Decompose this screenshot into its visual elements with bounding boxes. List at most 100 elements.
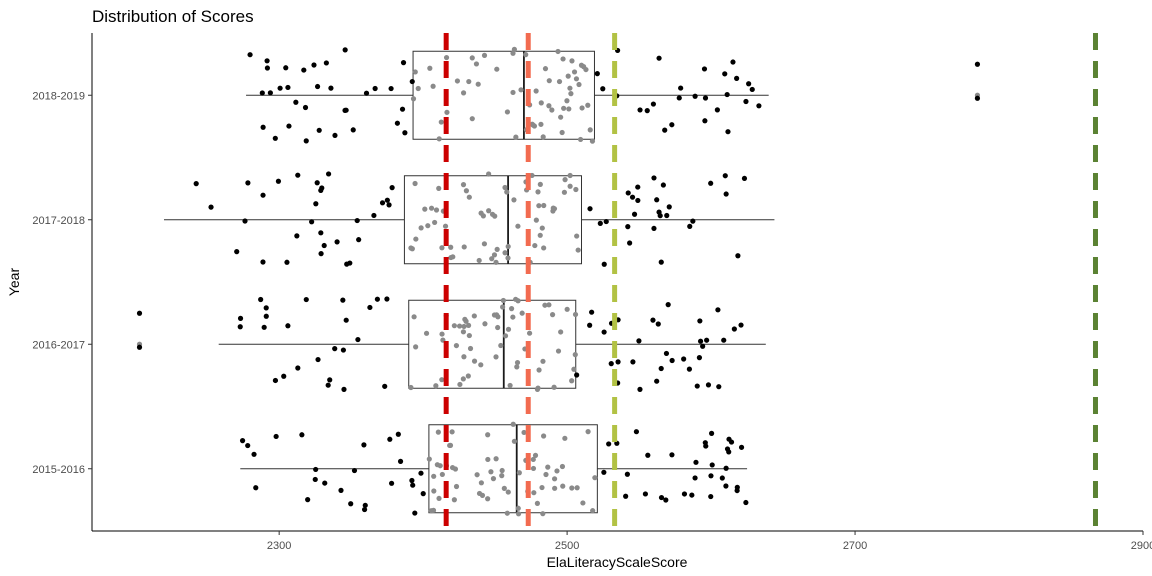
jitter-point-2016-2017-102 bbox=[439, 331, 445, 337]
jitter-point-2016-2017-62 bbox=[500, 304, 506, 310]
jitter-point-2016-2017-12 bbox=[715, 307, 721, 313]
plot-area bbox=[136, 33, 1098, 531]
jitter-point-2015-2016-9 bbox=[708, 493, 714, 500]
jitter-point-2018-2019-23 bbox=[342, 107, 348, 114]
jitter-point-2015-2016-3 bbox=[559, 463, 566, 470]
jitter-point-2016-2017-71 bbox=[495, 314, 501, 320]
jitter-point-2018-2019-44 bbox=[427, 65, 433, 71]
jitter-point-2017-2018-106 bbox=[439, 245, 445, 251]
jitter-point-2017-2018-29 bbox=[535, 189, 541, 195]
jitter-point-2015-2016-47 bbox=[590, 508, 596, 514]
jitter-point-2016-2017-25 bbox=[700, 343, 706, 349]
jitter-point-2018-2019-76 bbox=[394, 120, 400, 126]
jitter-point-2015-2016-105 bbox=[728, 439, 735, 445]
jitter-point-2017-2018-34 bbox=[386, 202, 392, 208]
jitter-point-2018-2019-16 bbox=[533, 88, 539, 94]
jitter-point-2015-2016-0 bbox=[552, 485, 558, 491]
jitter-point-2018-2019-110 bbox=[510, 50, 516, 56]
jitter-point-2018-2019-30 bbox=[518, 87, 524, 93]
jitter-point-2015-2016-72 bbox=[485, 496, 491, 502]
jitter-point-2017-2018-112 bbox=[413, 236, 419, 242]
jitter-point-2017-2018-16 bbox=[651, 175, 657, 181]
jitter-point-2017-2018-44 bbox=[660, 182, 666, 188]
x-tick-label-2300: 2300 bbox=[267, 540, 291, 552]
jitter-point-2015-2016-36 bbox=[743, 499, 749, 506]
jitter-point-2015-2016-117 bbox=[504, 510, 510, 516]
jitter-point-2017-2018-63 bbox=[436, 185, 442, 191]
jitter-point-2016-2017-78 bbox=[519, 310, 525, 316]
jitter-point-2015-2016-107 bbox=[510, 421, 516, 427]
jitter-point-2015-2016-93 bbox=[708, 430, 715, 436]
jitter-point-2017-2018-79 bbox=[635, 184, 641, 190]
y-tick-label-2016-2017: 2016-2017 bbox=[32, 339, 85, 351]
jitter-point-2016-2017-110 bbox=[514, 364, 520, 370]
jitter-point-2016-2017-53 bbox=[587, 322, 593, 328]
jitter-point-2016-2017-3 bbox=[237, 324, 243, 330]
jitter-point-2015-2016-74 bbox=[562, 435, 568, 441]
jitter-point-2018-2019-85 bbox=[286, 123, 292, 129]
jitter-point-2017-2018-21 bbox=[494, 246, 500, 252]
jitter-point-2016-2017-67 bbox=[461, 354, 467, 360]
jitter-point-2018-2019-53 bbox=[558, 114, 564, 120]
jitter-point-2018-2019-3 bbox=[267, 90, 273, 96]
jitter-point-2018-2019-62 bbox=[293, 99, 299, 105]
jitter-point-2016-2017-33 bbox=[355, 336, 361, 343]
jitter-point-2018-2019-43 bbox=[561, 105, 567, 111]
jitter-point-2015-2016-48 bbox=[574, 485, 580, 491]
jitter-point-2015-2016-10 bbox=[501, 485, 507, 491]
jitter-point-2017-2018-56 bbox=[539, 225, 545, 231]
jitter-point-2016-2017-75 bbox=[258, 296, 264, 303]
jitter-point-2015-2016-95 bbox=[719, 475, 725, 481]
jitter-point-2016-2017-41 bbox=[542, 302, 548, 308]
jitter-point-2018-2019-12 bbox=[589, 138, 596, 144]
jitter-point-2018-2019-69 bbox=[388, 85, 394, 92]
jitter-point-2018-2019-109 bbox=[443, 54, 450, 61]
jitter-point-2017-2018-10 bbox=[463, 188, 470, 194]
y-tick-label-2017-2018: 2017-2018 bbox=[32, 215, 85, 227]
jitter-point-2016-2017-37 bbox=[482, 321, 488, 327]
jitter-point-2016-2017-56 bbox=[315, 356, 321, 363]
jitter-point-2018-2019-99 bbox=[328, 85, 334, 91]
jitter-point-2015-2016-62 bbox=[623, 493, 629, 499]
jitter-point-2017-2018-36 bbox=[448, 244, 454, 250]
jitter-point-2016-2017-73 bbox=[413, 344, 419, 350]
jitter-point-2017-2018-52 bbox=[635, 197, 641, 204]
jitter-point-2018-2019-86 bbox=[565, 73, 571, 79]
jitter-point-2018-2019-29 bbox=[400, 60, 407, 66]
jitter-point-2016-2017-116 bbox=[630, 359, 636, 365]
jitter-point-2017-2018-62 bbox=[461, 244, 467, 250]
y-axis-title: Year bbox=[6, 268, 22, 297]
jitter-point-2018-2019-82 bbox=[475, 81, 481, 87]
jitter-point-2017-2018-102 bbox=[603, 218, 609, 225]
jitter-point-2018-2019-52 bbox=[399, 106, 406, 112]
jitter-point-2016-2017-82 bbox=[686, 366, 693, 372]
jitter-point-2017-2018-86 bbox=[515, 223, 521, 229]
jitter-point-2017-2018-92 bbox=[442, 223, 449, 229]
jitter-point-2017-2018-74 bbox=[664, 212, 670, 219]
jitter-point-2015-2016-13 bbox=[410, 482, 416, 488]
jitter-point-2016-2017-22 bbox=[663, 350, 670, 357]
jitter-point-2016-2017-99 bbox=[382, 383, 388, 389]
jitter-point-2017-2018-81 bbox=[627, 240, 633, 246]
jitter-point-2016-2017-59 bbox=[411, 314, 417, 320]
jitter-point-2015-2016-96 bbox=[351, 467, 358, 474]
jitter-point-2016-2017-76 bbox=[697, 338, 704, 344]
jitter-point-2018-2019-61 bbox=[756, 103, 762, 109]
jitter-point-2018-2019-6 bbox=[454, 78, 461, 84]
jitter-point-2018-2019-58 bbox=[555, 48, 561, 55]
jitter-point-2016-2017-93 bbox=[601, 329, 607, 335]
jitter-point-2018-2019-56 bbox=[410, 96, 417, 102]
jitter-point-2015-2016-25 bbox=[515, 505, 521, 511]
jitter-point-2015-2016-80 bbox=[312, 476, 318, 483]
jitter-point-2017-2018-117 bbox=[492, 213, 498, 219]
jitter-point-2016-2017-104 bbox=[555, 348, 562, 354]
jitter-point-2018-2019-103 bbox=[363, 90, 370, 96]
jitter-point-2017-2018-67 bbox=[314, 180, 320, 186]
box-2018-2019 bbox=[412, 50, 595, 140]
jitter-point-2018-2019-19 bbox=[342, 47, 348, 53]
jitter-point-2015-2016-110 bbox=[505, 489, 511, 495]
jitter-point-2016-2017-46 bbox=[263, 313, 269, 319]
jitter-point-2018-2019-48 bbox=[323, 60, 329, 66]
jitter-point-2017-2018-38 bbox=[425, 223, 431, 229]
jitter-point-2015-2016-82 bbox=[569, 485, 575, 491]
